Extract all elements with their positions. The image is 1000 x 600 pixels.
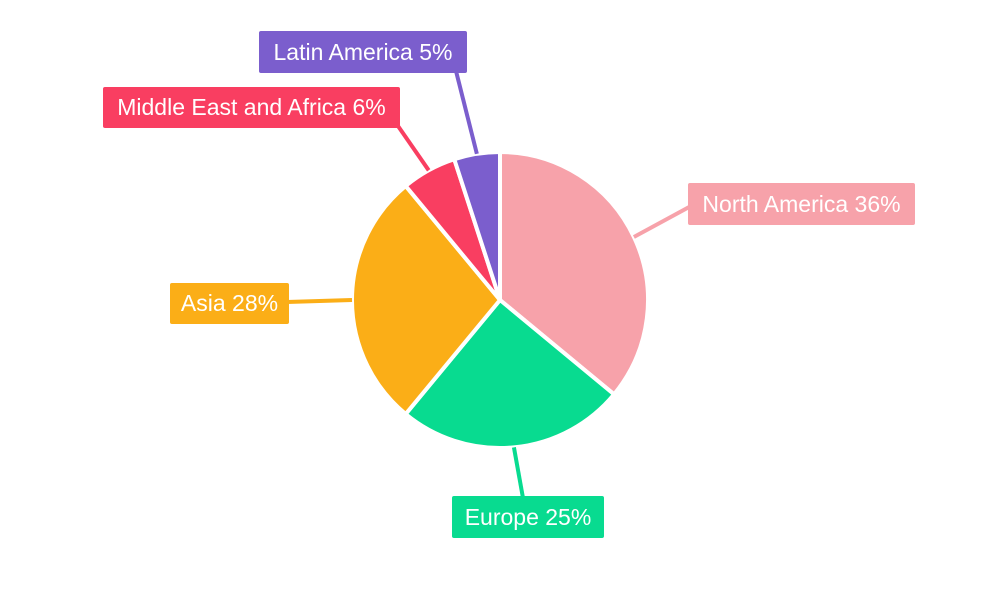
pie-slice-latin-america[interactable] — [452, 150, 502, 302]
label-line-north-america — [632, 204, 692, 239]
label-latin-america: Latin America 5% — [259, 31, 467, 73]
label-europe: Europe 25% — [452, 496, 604, 538]
label-line-middle-east-and-africa — [396, 124, 431, 172]
label-north-america: North America 36% — [688, 183, 915, 225]
label-line-asia — [286, 298, 353, 304]
label-asia: Asia 28% — [170, 283, 289, 324]
label-middle-east-and-africa: Middle East and Africa 6% — [103, 87, 400, 128]
label-line-europe — [511, 446, 525, 499]
label-line-latin-america — [454, 70, 479, 155]
pie-slice-europe[interactable] — [403, 298, 617, 450]
